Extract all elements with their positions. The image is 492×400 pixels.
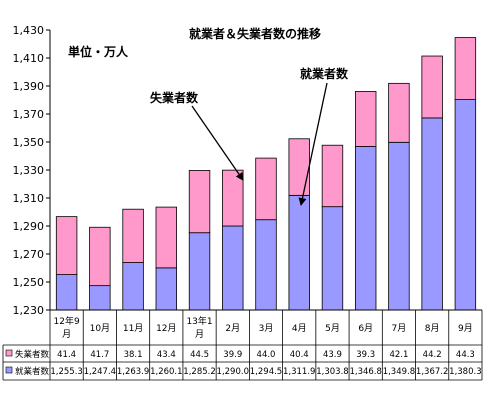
data-label: 39.3 <box>356 350 375 360</box>
data-label: 1,367.2 <box>416 367 448 377</box>
bar-unemployed <box>255 157 277 221</box>
bar-unemployed <box>388 82 410 143</box>
data-label: 1,260.1 <box>150 367 182 377</box>
category-label: 12年9 <box>54 315 80 327</box>
bar-employed <box>222 225 244 311</box>
data-label: 1,285.2 <box>183 367 215 377</box>
bar-unemployed <box>421 55 443 119</box>
data-label: 1,349.8 <box>383 367 415 377</box>
data-label: 44.2 <box>423 350 442 360</box>
unit-label: 単位・万人 <box>68 44 129 59</box>
data-label: 44.3 <box>456 350 475 360</box>
bar-employed <box>321 206 344 311</box>
data-label: 1,380.3 <box>449 367 481 377</box>
data-label: 38.1 <box>124 350 143 360</box>
y-tick-label: 1,270 <box>13 248 45 261</box>
y-tick-label: 1,370 <box>13 108 45 121</box>
data-label: 43.9 <box>323 350 342 360</box>
bar-employed <box>155 267 178 311</box>
y-tick-label: 1,250 <box>13 276 45 289</box>
bar-unemployed <box>155 206 178 269</box>
y-tick-label: 1,310 <box>13 192 45 205</box>
data-label: 1,247.4 <box>84 367 116 377</box>
legend-key <box>5 366 13 374</box>
bar-employed <box>388 141 410 311</box>
data-label: 1,263.9 <box>117 367 149 377</box>
category-label: 2月 <box>225 323 240 334</box>
legend-label: 失業者数 <box>15 349 50 360</box>
y-tick-label: 1,290 <box>13 220 45 233</box>
data-label: 41.7 <box>90 350 109 360</box>
category-label: 7月 <box>392 323 407 334</box>
data-label: 1,311.9 <box>283 367 315 377</box>
category-label: 月 <box>195 329 204 340</box>
data-label: 41.4 <box>57 350 76 360</box>
bar-unemployed <box>454 37 477 100</box>
bar-unemployed <box>188 170 211 234</box>
legend-key <box>5 349 13 357</box>
bar-employed <box>55 274 78 311</box>
bar-unemployed <box>122 208 144 263</box>
category-label: 6月 <box>358 323 373 334</box>
bar-unemployed <box>89 226 111 287</box>
category-label: 8月 <box>425 323 440 334</box>
data-label: 43.4 <box>157 350 176 360</box>
bar-employed <box>454 99 477 311</box>
bar-employed <box>255 219 277 311</box>
bar-unemployed <box>288 138 310 196</box>
category-label: 月 <box>62 329 71 340</box>
data-label: 40.4 <box>290 350 309 360</box>
data-label: 1,255.3 <box>50 367 82 377</box>
bar-employed <box>288 194 310 311</box>
bar-unemployed <box>354 91 377 147</box>
bar-unemployed <box>55 216 78 275</box>
y-tick-label: 1,390 <box>13 80 45 93</box>
bar-unemployed <box>222 169 244 227</box>
y-tick-label: 1,410 <box>13 52 45 65</box>
chart-title: 就業者＆失業者数の推移 <box>189 26 321 41</box>
data-label: 42.1 <box>389 350 408 360</box>
data-label: 39.9 <box>223 350 242 360</box>
annotation-employed-label: 就業者数 <box>300 66 349 81</box>
data-label: 1,346.8 <box>349 367 381 377</box>
category-label: 10月 <box>90 323 110 334</box>
category-label: 11月 <box>123 323 143 334</box>
bar-employed <box>421 117 443 311</box>
category-label: 5月 <box>325 323 340 334</box>
bar-employed <box>188 232 211 311</box>
y-tick-label: 1,430 <box>13 24 45 37</box>
bar-unemployed <box>321 144 344 208</box>
data-label: 1,303.8 <box>316 367 348 377</box>
category-label: 3月 <box>259 323 274 334</box>
annotation-unemployed-arrow <box>191 105 244 181</box>
bar-employed <box>354 146 377 311</box>
y-tick-label: 1,230 <box>13 304 45 317</box>
category-label: 9月 <box>458 323 473 334</box>
y-tick-label: 1,350 <box>13 136 45 149</box>
bar-employed <box>89 285 111 311</box>
category-label: 13年1 <box>186 315 212 327</box>
category-label: 12月 <box>156 323 176 334</box>
y-tick-label: 1,330 <box>13 164 45 177</box>
annotation-unemployed-label: 失業者数 <box>150 90 199 105</box>
legend-label: 就業者数 <box>15 366 50 377</box>
bar-employed <box>122 262 144 311</box>
data-label: 1,294.5 <box>250 367 282 377</box>
data-label: 1,290.0 <box>217 367 249 377</box>
annotation-employed-arrow <box>298 82 328 206</box>
category-label: 4月 <box>292 323 307 334</box>
data-label: 44.5 <box>190 350 209 360</box>
data-label: 44.0 <box>257 350 276 360</box>
